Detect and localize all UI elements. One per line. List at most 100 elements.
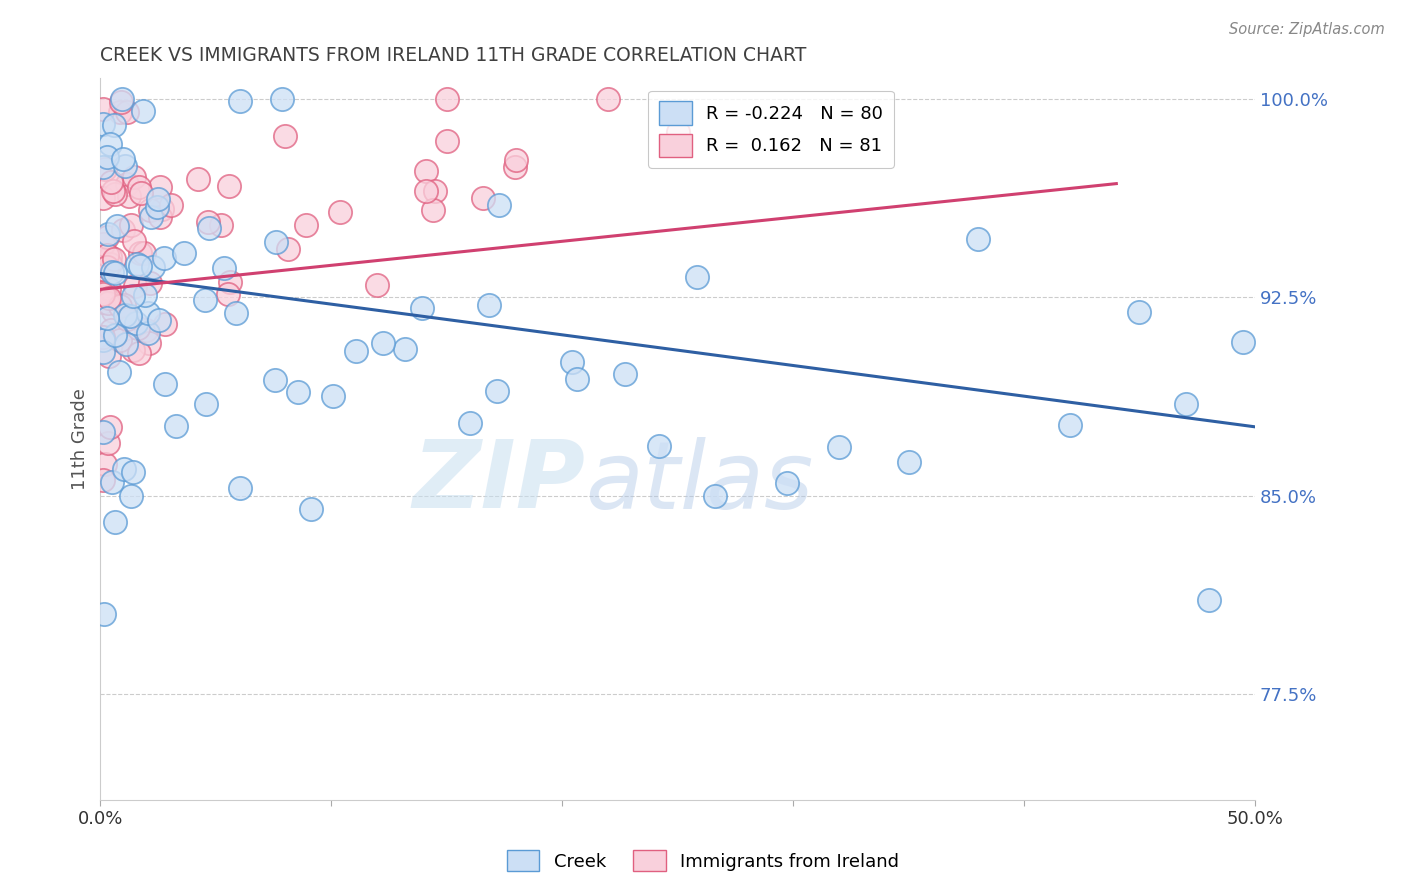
Point [91, 286, 114, 301]
Text: CREEK VS IMMIGRANTS FROM IRELAND 11TH GRADE CORRELATION CHART: CREEK VS IMMIGRANTS FROM IRELAND 11TH GR… [100, 46, 807, 65]
Point [91, 236, 114, 251]
Point [93, 607, 115, 622]
Point [91, 161, 114, 175]
Point [115, 312, 138, 326]
Point [139, 276, 162, 290]
Point [598, 92, 620, 106]
Point [104, 266, 127, 280]
Point [225, 306, 247, 320]
Point [666, 125, 689, 139]
Point [1198, 593, 1220, 607]
Point [105, 219, 128, 234]
Point [488, 197, 510, 211]
Legend: R = -0.224   N = 80, R =  0.162   N = 81: R = -0.224 N = 80, R = 0.162 N = 81 [648, 90, 894, 168]
Point [97, 349, 120, 363]
Point [127, 256, 149, 270]
Point [1174, 397, 1197, 411]
Point [98, 292, 121, 306]
Point [134, 246, 156, 260]
Point [132, 103, 155, 118]
Point [648, 440, 671, 454]
Point [124, 279, 146, 293]
Point [415, 184, 437, 198]
Point [411, 301, 433, 315]
Point [97, 293, 120, 307]
Point [91, 191, 114, 205]
Point [101, 304, 124, 318]
Point [122, 170, 145, 185]
Point [776, 476, 799, 491]
Point [287, 384, 309, 399]
Point [1128, 305, 1150, 319]
Point [1232, 334, 1254, 349]
Point [131, 186, 153, 200]
Point [93, 285, 115, 299]
Point [108, 333, 131, 347]
Text: Source: ZipAtlas.com: Source: ZipAtlas.com [1229, 22, 1385, 37]
Point [110, 95, 132, 109]
Point [91, 473, 114, 487]
Point [346, 344, 368, 359]
Point [104, 186, 127, 201]
Point [128, 179, 150, 194]
Point [505, 160, 527, 174]
Point [91, 330, 114, 344]
Point [91, 102, 114, 116]
Point [149, 210, 172, 224]
Point [373, 336, 395, 351]
Point [91, 261, 114, 276]
Point [142, 260, 165, 275]
Point [114, 160, 136, 174]
Point [146, 192, 169, 206]
Y-axis label: 11th Grade: 11th Grade [72, 388, 89, 490]
Point [561, 354, 583, 368]
Point [103, 184, 125, 198]
Point [299, 501, 322, 516]
Point [97, 227, 120, 242]
Point [108, 104, 131, 119]
Point [1059, 418, 1081, 433]
Point [100, 475, 122, 490]
Point [472, 191, 495, 205]
Point [422, 202, 444, 217]
Point [128, 345, 150, 359]
Point [138, 336, 160, 351]
Point [136, 326, 159, 341]
Point [114, 308, 136, 322]
Point [505, 153, 527, 167]
Point [100, 176, 122, 190]
Point [100, 420, 122, 434]
Text: atlas: atlas [585, 436, 814, 527]
Point [120, 309, 142, 323]
Point [98, 257, 121, 271]
Point [115, 336, 138, 351]
Point [112, 223, 135, 237]
Point [112, 298, 135, 312]
Point [165, 418, 187, 433]
Point [485, 384, 508, 399]
Point [124, 316, 146, 330]
Point [149, 179, 172, 194]
Point [112, 462, 135, 476]
Point [98, 250, 121, 264]
Point [197, 215, 219, 229]
Point [96, 229, 118, 244]
Point [104, 327, 127, 342]
Point [127, 321, 149, 335]
Point [228, 94, 250, 108]
Point [94, 457, 117, 471]
Point [91, 295, 114, 310]
Text: ZIP: ZIP [412, 436, 585, 528]
Point [91, 117, 114, 131]
Point [120, 218, 142, 232]
Point [153, 377, 176, 392]
Point [229, 481, 252, 495]
Point [828, 441, 851, 455]
Point [118, 189, 141, 203]
Point [366, 277, 388, 292]
Point [218, 178, 240, 193]
Point [134, 288, 156, 302]
Point [103, 252, 125, 266]
Point [329, 205, 352, 219]
Point [121, 289, 143, 303]
